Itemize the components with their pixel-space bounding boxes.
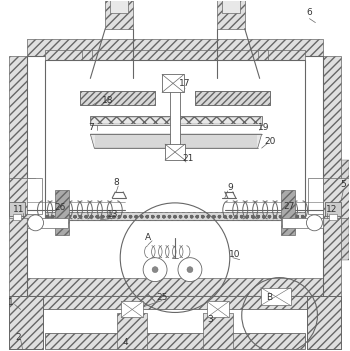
Bar bbox=[82, 102, 268, 108]
Bar bbox=[110, 0, 128, 13]
Bar bbox=[307, 296, 341, 349]
Text: 4: 4 bbox=[122, 338, 128, 347]
Bar bbox=[308, 178, 323, 214]
Text: 13: 13 bbox=[106, 210, 118, 219]
Circle shape bbox=[152, 267, 158, 273]
Bar bbox=[203, 313, 233, 349]
Bar bbox=[162, 74, 184, 92]
Bar bbox=[44, 51, 306, 62]
Polygon shape bbox=[90, 134, 262, 148]
Text: 17: 17 bbox=[179, 79, 191, 88]
Bar bbox=[9, 296, 43, 349]
Bar bbox=[341, 160, 349, 260]
Text: 25: 25 bbox=[156, 293, 168, 302]
Bar bbox=[90, 116, 262, 125]
Bar bbox=[282, 218, 323, 228]
Circle shape bbox=[178, 258, 202, 282]
Bar bbox=[323, 178, 349, 218]
Bar bbox=[222, 0, 240, 13]
Text: 19: 19 bbox=[258, 123, 270, 132]
Bar bbox=[117, 313, 147, 349]
Circle shape bbox=[307, 215, 322, 231]
Circle shape bbox=[187, 267, 193, 273]
Bar bbox=[281, 190, 294, 235]
Bar bbox=[258, 51, 268, 80]
Bar bbox=[326, 202, 341, 216]
Text: 2: 2 bbox=[16, 333, 21, 342]
Circle shape bbox=[143, 258, 167, 282]
Bar bbox=[27, 178, 42, 214]
Bar bbox=[9, 178, 35, 218]
Text: 6: 6 bbox=[307, 8, 312, 17]
Text: 18: 18 bbox=[102, 96, 113, 105]
Text: 9: 9 bbox=[227, 184, 233, 192]
Bar bbox=[13, 214, 21, 220]
Bar bbox=[9, 296, 341, 310]
Text: 21: 21 bbox=[182, 154, 194, 163]
Text: 3: 3 bbox=[207, 315, 213, 324]
Bar bbox=[56, 190, 69, 235]
Bar bbox=[207, 302, 229, 317]
Text: 1: 1 bbox=[8, 298, 14, 307]
Bar bbox=[44, 60, 306, 220]
Text: B: B bbox=[267, 293, 273, 302]
Bar bbox=[27, 218, 68, 228]
Bar bbox=[121, 302, 143, 317]
Bar bbox=[80, 91, 155, 105]
Bar bbox=[9, 57, 27, 337]
Bar bbox=[91, 117, 261, 124]
Text: 5: 5 bbox=[341, 180, 346, 190]
Text: 11: 11 bbox=[13, 205, 24, 214]
Text: 8: 8 bbox=[113, 178, 119, 187]
Bar bbox=[9, 296, 43, 349]
Bar bbox=[217, 0, 245, 28]
Bar bbox=[323, 57, 341, 337]
Bar bbox=[195, 91, 270, 105]
Bar bbox=[307, 296, 341, 349]
Bar bbox=[9, 202, 24, 216]
Circle shape bbox=[28, 215, 43, 231]
Text: 10: 10 bbox=[229, 250, 240, 259]
Text: A: A bbox=[145, 233, 151, 242]
Text: 26: 26 bbox=[55, 203, 66, 212]
Bar bbox=[105, 0, 133, 28]
Text: 7: 7 bbox=[89, 123, 94, 132]
Bar bbox=[165, 144, 185, 160]
Bar bbox=[95, 135, 257, 147]
Text: 20: 20 bbox=[264, 137, 275, 146]
Bar bbox=[27, 57, 323, 296]
Bar bbox=[80, 91, 155, 105]
Bar bbox=[261, 287, 290, 305]
Bar bbox=[82, 51, 92, 80]
Bar bbox=[27, 39, 323, 57]
Bar bbox=[27, 278, 323, 296]
Bar bbox=[195, 91, 270, 105]
Text: 27: 27 bbox=[284, 203, 295, 211]
Bar bbox=[44, 212, 306, 220]
Bar bbox=[329, 214, 337, 220]
Text: 12: 12 bbox=[326, 205, 337, 214]
Bar bbox=[170, 78, 180, 158]
Bar bbox=[44, 333, 306, 349]
